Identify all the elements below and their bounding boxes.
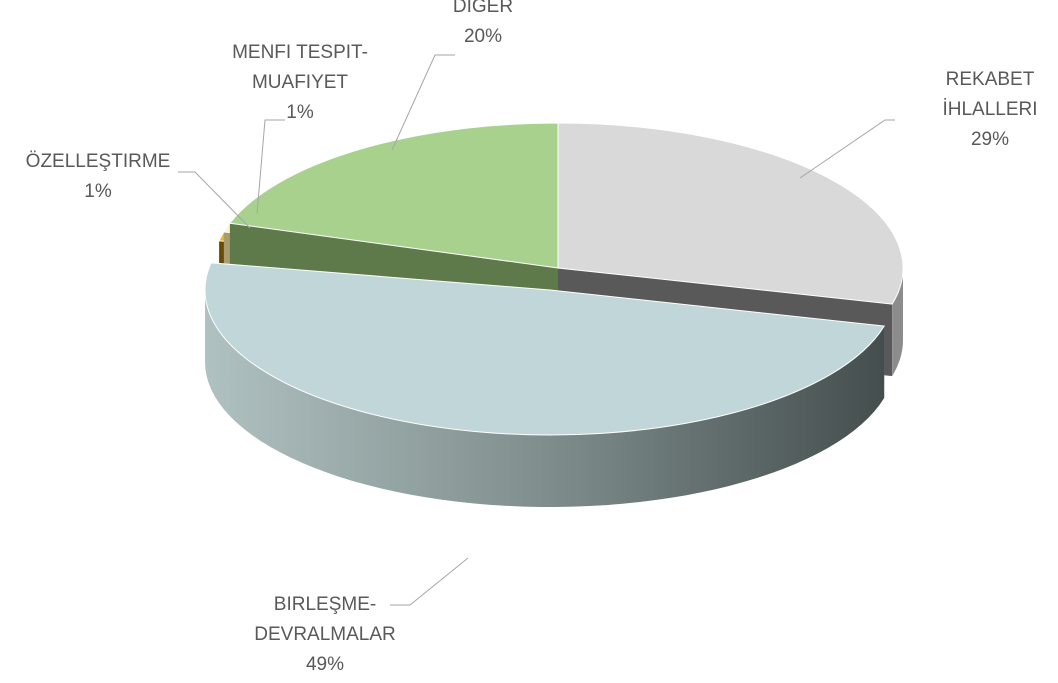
label-name: DİĞER — [452, 0, 514, 17]
label-name: BIRLEŞME-DEVRALMALAR — [254, 594, 396, 645]
slice — [557, 122, 904, 305]
data-label: ÖZELLEŞTIRME 1% — [3, 147, 193, 207]
leader-line — [178, 171, 251, 229]
leader-line — [391, 54, 455, 151]
data-label: REKABET İHLALLERI 29% — [915, 65, 1058, 155]
data-label: DİĞER 20% — [423, 0, 543, 52]
label-value: 1% — [84, 181, 112, 202]
label-value: 1% — [286, 102, 314, 123]
leader-line — [390, 557, 469, 606]
slice-side — [205, 290, 885, 507]
slice — [204, 262, 886, 436]
leader-line — [256, 119, 285, 215]
label-name: MENFI TESPIT-MUAFIYET — [232, 42, 368, 93]
leader-line — [799, 119, 895, 179]
data-label: MENFI TESPIT-MUAFIYET 1% — [200, 38, 400, 128]
label-name: ÖZELLEŞTIRME — [25, 151, 171, 172]
label-value: 20% — [463, 26, 503, 47]
data-label: BIRLEŞME-DEVRALMALAR 49% — [215, 590, 435, 680]
label-name: REKABET İHLALLERI — [942, 69, 1038, 120]
label-value: 29% — [970, 129, 1010, 150]
label-value: 49% — [305, 654, 345, 675]
slice-side — [892, 268, 903, 377]
slice — [228, 122, 559, 269]
